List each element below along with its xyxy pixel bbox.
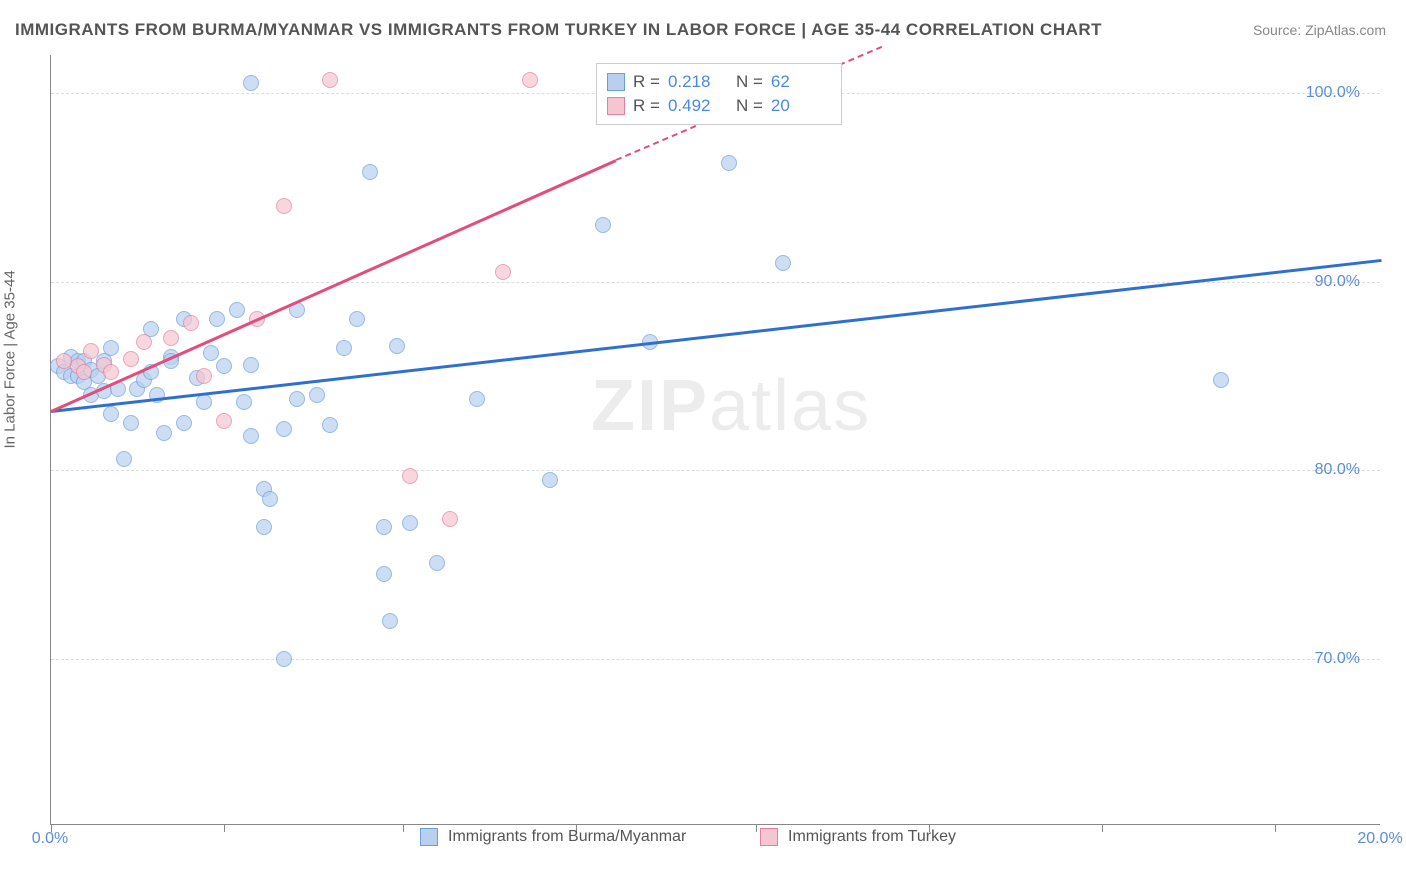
gridline-h (51, 659, 1380, 660)
data-point (183, 315, 199, 331)
data-point (309, 387, 325, 403)
data-point (389, 338, 405, 354)
x-tick (1102, 824, 1103, 832)
legend-swatch (607, 97, 625, 115)
data-point (721, 155, 737, 171)
r-label: R = (633, 96, 660, 116)
legend-label: Immigrants from Burma/Myanmar (448, 828, 686, 846)
n-label: N = (736, 96, 763, 116)
data-point (322, 417, 338, 433)
trend-line (50, 159, 616, 412)
plot-area: ZIPatlas 70.0% 80.0% 90.0% 100.0% R = 0.218 N … (50, 55, 1380, 825)
data-point (522, 72, 538, 88)
chart-title: IMMIGRANTS FROM BURMA/MYANMAR VS IMMIGRA… (15, 20, 1102, 40)
watermark-bold: ZIP (591, 366, 709, 446)
source-value: ZipAtlas.com (1305, 22, 1386, 38)
data-point (322, 72, 338, 88)
data-point (243, 75, 259, 91)
data-point (196, 368, 212, 384)
data-point (542, 472, 558, 488)
x-tick (224, 824, 225, 832)
data-point (362, 164, 378, 180)
data-point (123, 351, 139, 367)
data-point (103, 406, 119, 422)
data-point (595, 217, 611, 233)
data-point (289, 391, 305, 407)
data-point (176, 415, 192, 431)
data-point (243, 357, 259, 373)
legend-label: Immigrants from Turkey (788, 828, 956, 846)
data-point (76, 364, 92, 380)
data-point (103, 364, 119, 380)
x-tick-label: 0.0% (32, 830, 68, 848)
x-tick (403, 824, 404, 832)
data-point (236, 394, 252, 410)
data-point (163, 330, 179, 346)
data-point (402, 468, 418, 484)
data-point (469, 391, 485, 407)
data-point (203, 345, 219, 361)
data-point (376, 566, 392, 582)
stats-legend: R = 0.218 N = 62 R = 0.492 N = 20 (596, 63, 842, 125)
y-tick-label: 90.0% (1315, 273, 1360, 291)
watermark: ZIPatlas (591, 365, 871, 447)
data-point (276, 651, 292, 667)
data-point (775, 255, 791, 271)
data-point (336, 340, 352, 356)
data-point (402, 515, 418, 531)
legend-swatch (607, 73, 625, 91)
x-tick-label: 20.0% (1357, 830, 1402, 848)
legend-swatch (760, 828, 778, 846)
data-point (243, 428, 259, 444)
r-value: 0.218 (668, 72, 728, 92)
data-point (256, 519, 272, 535)
data-point (442, 511, 458, 527)
data-point (116, 451, 132, 467)
data-point (216, 358, 232, 374)
r-value: 0.492 (668, 96, 728, 116)
bottom-legend-item: Immigrants from Burma/Myanmar (420, 828, 686, 846)
watermark-thin: atlas (709, 366, 871, 446)
data-point (1213, 372, 1229, 388)
data-point (123, 415, 139, 431)
stats-row: R = 0.492 N = 20 (607, 94, 831, 118)
y-tick-label: 80.0% (1315, 461, 1360, 479)
data-point (83, 343, 99, 359)
y-axis-label: In Labor Force | Age 35-44 (2, 270, 19, 448)
data-point (349, 311, 365, 327)
data-point (262, 491, 278, 507)
data-point (276, 198, 292, 214)
y-tick-label: 100.0% (1306, 84, 1360, 102)
x-tick (1275, 824, 1276, 832)
x-tick (756, 824, 757, 832)
data-point (382, 613, 398, 629)
r-label: R = (633, 72, 660, 92)
data-point (103, 340, 119, 356)
data-point (196, 394, 212, 410)
data-point (376, 519, 392, 535)
bottom-legend-item: Immigrants from Turkey (760, 828, 956, 846)
n-label: N = (736, 72, 763, 92)
legend-swatch (420, 828, 438, 846)
data-point (209, 311, 225, 327)
n-value: 62 (771, 72, 831, 92)
source-prefix: Source: (1253, 22, 1305, 38)
stats-row: R = 0.218 N = 62 (607, 70, 831, 94)
y-tick-label: 70.0% (1315, 650, 1360, 668)
n-value: 20 (771, 96, 831, 116)
data-point (156, 425, 172, 441)
data-point (276, 421, 292, 437)
data-point (216, 413, 232, 429)
chart-container: IMMIGRANTS FROM BURMA/MYANMAR VS IMMIGRA… (0, 0, 1406, 892)
data-point (429, 555, 445, 571)
data-point (229, 302, 245, 318)
data-point (495, 264, 511, 280)
gridline-h (51, 470, 1380, 471)
data-point (136, 334, 152, 350)
source-label: Source: ZipAtlas.com (1253, 22, 1386, 38)
